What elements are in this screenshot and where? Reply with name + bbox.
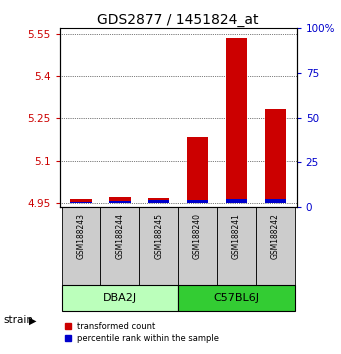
Bar bbox=[70, 201, 92, 203]
Bar bbox=[62, 285, 178, 310]
Text: GSM188242: GSM188242 bbox=[271, 213, 280, 259]
Bar bbox=[178, 207, 217, 285]
Bar bbox=[226, 38, 247, 203]
Text: GSM188240: GSM188240 bbox=[193, 213, 202, 259]
Text: DBA2J: DBA2J bbox=[103, 293, 137, 303]
Bar bbox=[226, 199, 247, 203]
Text: GSM188241: GSM188241 bbox=[232, 213, 241, 259]
Text: GSM188243: GSM188243 bbox=[76, 213, 86, 259]
Bar bbox=[109, 201, 131, 203]
Title: GDS2877 / 1451824_at: GDS2877 / 1451824_at bbox=[98, 13, 259, 27]
Legend: transformed count, percentile rank within the sample: transformed count, percentile rank withi… bbox=[61, 319, 223, 346]
Bar bbox=[265, 109, 286, 203]
Bar bbox=[101, 207, 139, 285]
Bar bbox=[148, 198, 169, 203]
Bar bbox=[256, 207, 295, 285]
Text: GSM188244: GSM188244 bbox=[115, 213, 124, 259]
Bar bbox=[265, 199, 286, 203]
Bar bbox=[178, 285, 295, 310]
Bar bbox=[70, 199, 92, 203]
Text: strain: strain bbox=[3, 315, 33, 325]
Text: C57BL6J: C57BL6J bbox=[213, 293, 260, 303]
Bar bbox=[62, 207, 101, 285]
Text: GSM188245: GSM188245 bbox=[154, 213, 163, 259]
Bar bbox=[187, 200, 208, 203]
Bar bbox=[187, 137, 208, 203]
Bar bbox=[139, 207, 178, 285]
Bar bbox=[217, 207, 256, 285]
Text: ▶: ▶ bbox=[29, 315, 36, 325]
Bar bbox=[109, 197, 131, 203]
Bar bbox=[148, 200, 169, 203]
